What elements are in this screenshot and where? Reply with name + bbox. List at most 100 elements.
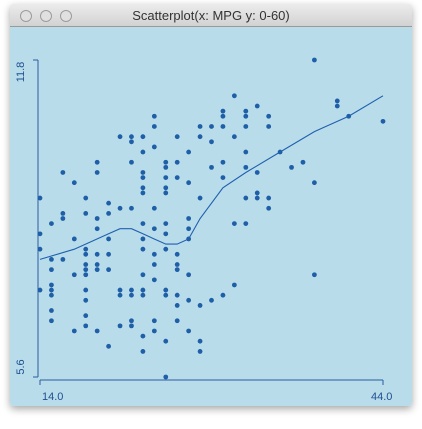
y-tick-label: 5.6 [15,359,27,374]
point [83,195,89,201]
point [186,328,192,334]
point [60,170,66,175]
point [106,210,111,216]
point [197,134,203,140]
point [197,338,203,344]
plot: 5.6 11.8 14.0 44.0 [15,57,392,403]
point [174,251,180,257]
point [83,262,89,267]
point [186,226,192,232]
point [186,272,192,278]
point [106,267,111,273]
close-button[interactable] [20,10,32,22]
point [37,231,43,237]
zoom-button[interactable] [60,10,72,22]
point [94,328,100,334]
point [140,185,146,191]
point [300,159,306,165]
point [163,231,169,237]
point [60,257,66,262]
point [151,144,157,150]
point [94,262,100,267]
point [220,159,226,165]
point [231,134,237,140]
point [94,216,100,221]
point [163,164,169,170]
point [151,113,157,119]
point [94,267,100,273]
point [94,251,100,257]
point [49,287,54,293]
point [231,93,237,99]
point [220,292,226,298]
point [151,226,157,232]
point [197,303,203,308]
x-tick-label: 14.0 [42,391,63,403]
point [49,257,54,262]
point [209,164,214,170]
point [197,124,203,129]
point [174,318,180,324]
point [220,108,226,114]
point [243,221,249,227]
point [140,349,146,354]
point [197,349,203,354]
point [163,175,169,180]
point [83,210,89,216]
point [117,292,123,298]
point [254,103,260,109]
point [151,262,157,267]
point [140,292,146,298]
point [174,159,180,165]
point [243,164,249,170]
point [129,292,134,298]
point [220,124,226,129]
point [129,318,134,324]
point [49,267,54,273]
trend-line [39,95,384,260]
point [140,287,146,293]
point [346,113,352,119]
point [129,287,134,293]
point [243,149,249,155]
point [151,205,157,211]
point [266,113,272,119]
point [94,159,100,165]
point [174,175,180,180]
point [231,282,237,288]
point [174,134,180,140]
point [106,200,111,206]
point [117,287,123,293]
point [83,246,89,252]
point [140,149,146,155]
point [186,149,192,155]
point [151,318,157,324]
y-tick-label: 11.8 [15,62,27,83]
point [106,343,111,349]
point [71,328,77,334]
point [129,139,134,145]
minimize-button[interactable] [40,10,52,22]
point [163,292,169,298]
point [71,272,77,278]
point [94,226,100,232]
point [254,190,260,196]
point [243,124,249,129]
point [140,272,146,278]
point [186,236,192,242]
window-title: Scatterplot(x: MPG y: 0-60) [132,8,290,23]
point [243,195,249,201]
point [277,149,283,155]
point [254,195,260,201]
x-tick-label: 44.0 [371,391,392,403]
point [94,170,100,175]
point [254,170,260,175]
point [174,262,180,267]
point [37,195,43,201]
point [83,287,89,293]
point [209,124,214,129]
point [83,323,89,329]
point [129,323,134,329]
point [334,103,340,109]
